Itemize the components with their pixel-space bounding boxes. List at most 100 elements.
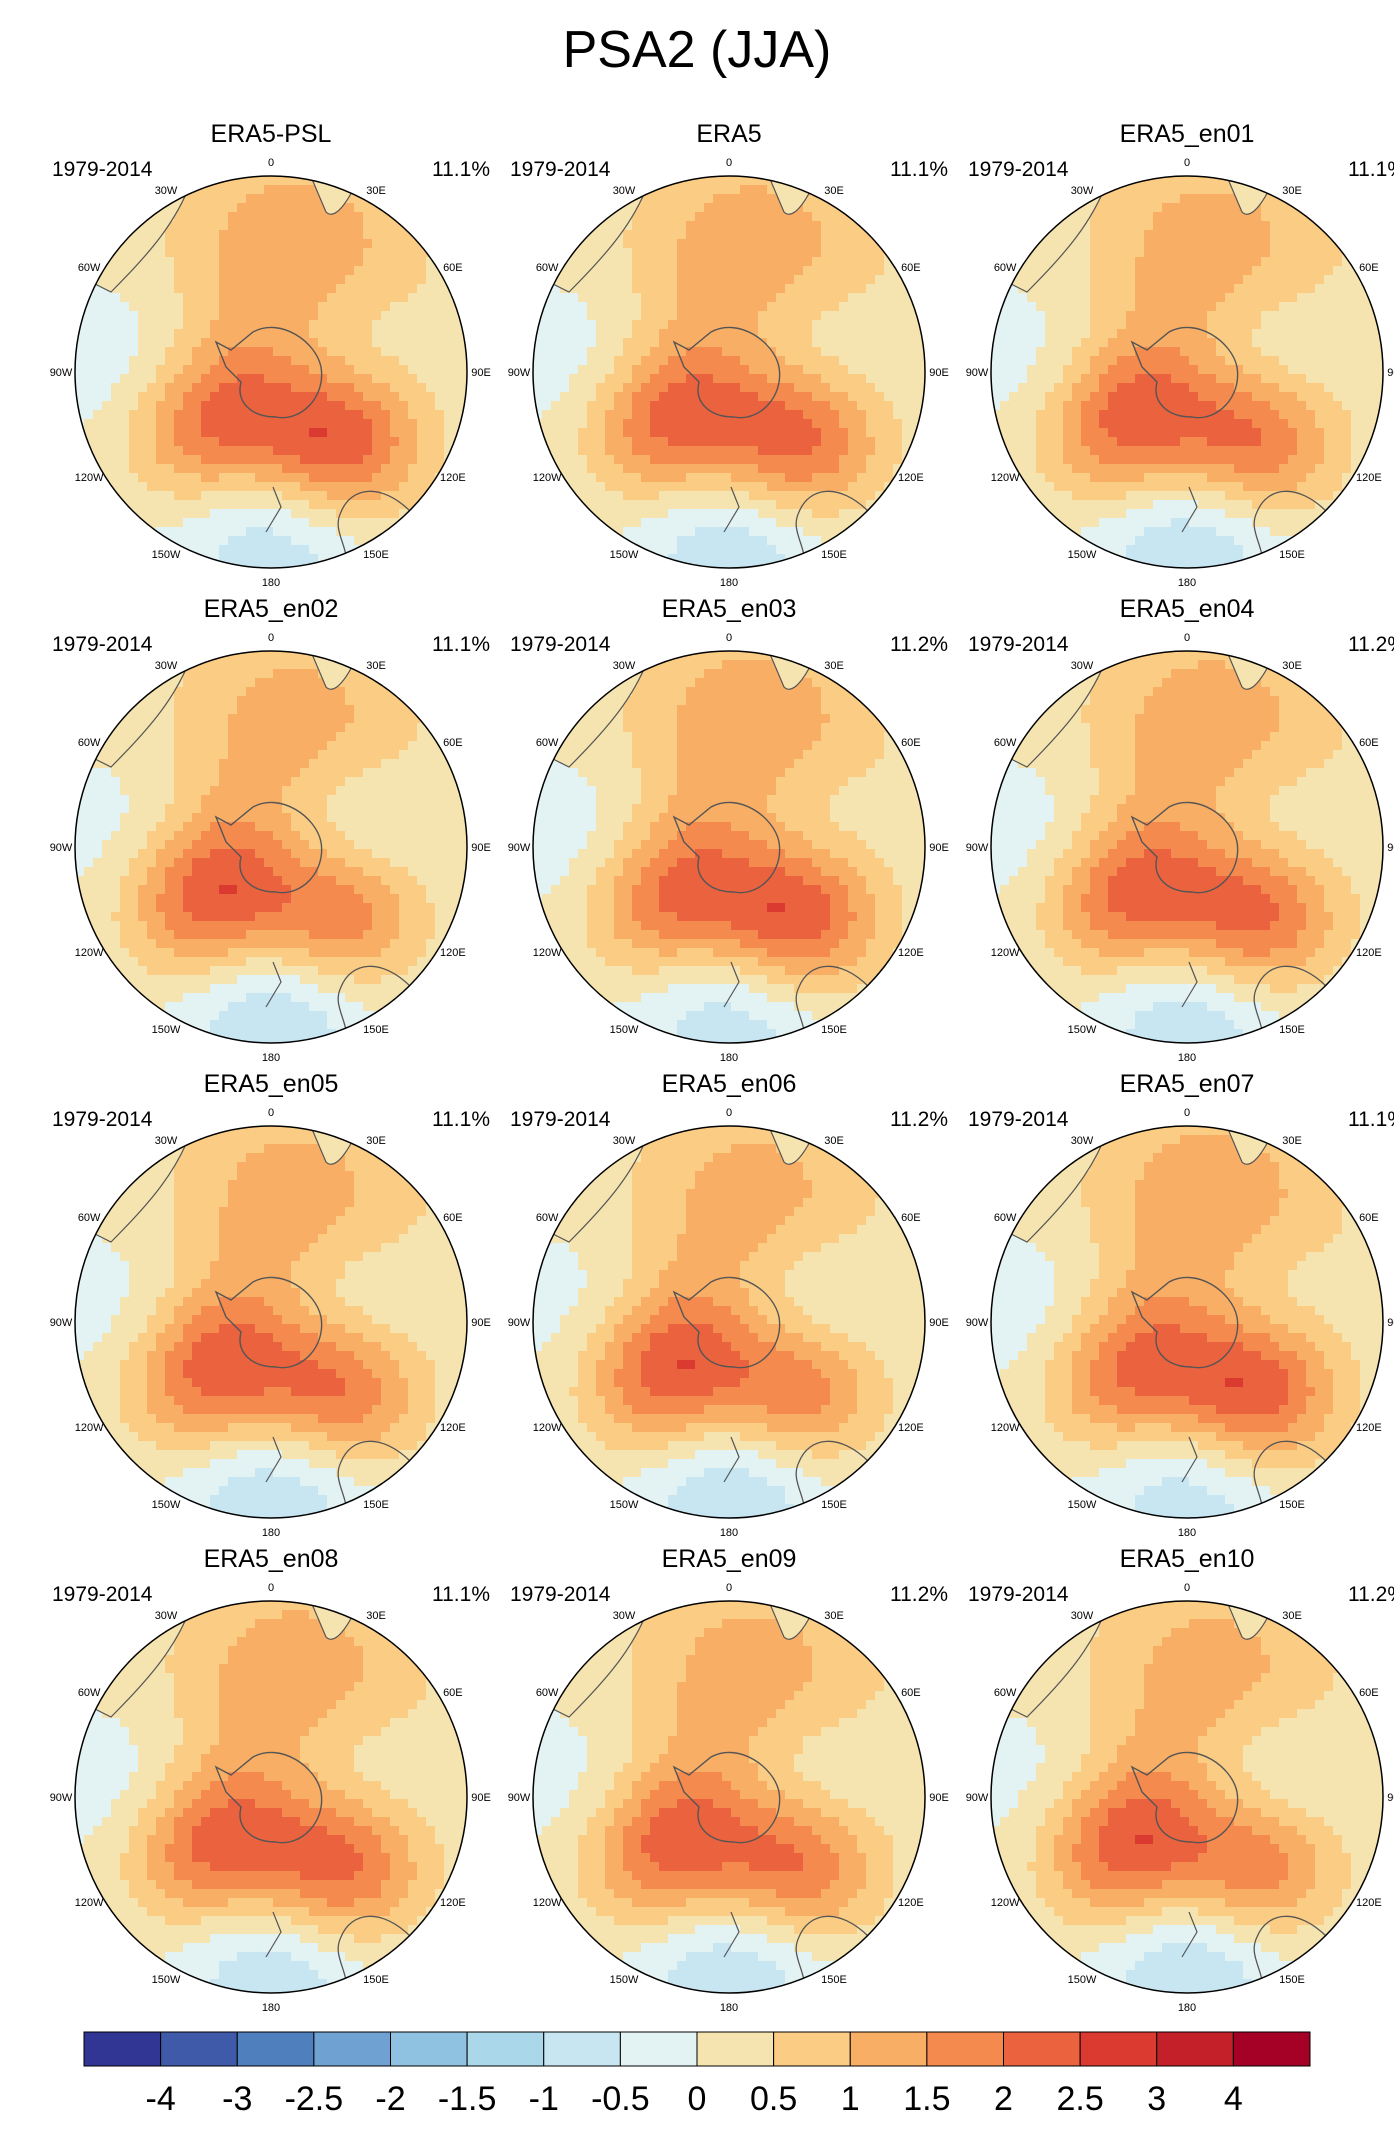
field-cell: [713, 563, 723, 568]
field-cell: [1153, 329, 1163, 339]
field-cell: [1225, 230, 1235, 240]
field-cell: [596, 491, 606, 501]
field-cell: [1252, 302, 1262, 312]
field-cell: [183, 678, 193, 688]
field-cell: [291, 212, 301, 222]
field-cell: [605, 203, 615, 213]
field-cell: [1144, 347, 1154, 357]
field-cell: [1270, 356, 1280, 366]
field-cell: [1180, 374, 1190, 384]
field-cell: [372, 356, 382, 366]
field-cell: [408, 221, 418, 231]
field-cell: [686, 527, 696, 537]
field-cell: [1171, 563, 1181, 568]
field-cell: [273, 329, 283, 339]
field-cell: [309, 374, 319, 384]
field-cell: [623, 266, 633, 276]
field-cell: [1198, 419, 1208, 429]
field-cell: [587, 284, 597, 294]
field-cell: [1009, 383, 1019, 393]
field-cell: [165, 293, 175, 303]
field-cell: [776, 221, 786, 231]
field-cell: [1297, 437, 1307, 447]
field-cell: [794, 329, 804, 339]
field-cell: [201, 509, 211, 519]
field-cell: [138, 437, 148, 447]
field-cell: [767, 320, 777, 330]
field-cell: [201, 545, 211, 555]
field-cell: [138, 419, 148, 429]
field-cell: [632, 221, 642, 231]
field-cell: [165, 482, 175, 492]
field-cell: [1000, 302, 1010, 312]
field-cell: [228, 311, 238, 321]
field-cell: [542, 356, 552, 366]
field-cell: [902, 410, 912, 420]
field-cell: [246, 275, 256, 285]
field-cell: [1135, 329, 1145, 339]
field-cell: [875, 491, 885, 501]
field-cell: [273, 347, 283, 357]
field-cell: [569, 464, 579, 474]
field-cell: [722, 194, 732, 204]
field-cell: [318, 383, 328, 393]
field-cell: [1072, 248, 1082, 258]
field-cell: [399, 428, 409, 438]
field-cell: [111, 374, 121, 384]
field-cell: [587, 491, 597, 501]
field-cell: [183, 194, 193, 204]
field-cell: [165, 518, 175, 528]
field-cell: [776, 374, 786, 384]
field-cell: [875, 293, 885, 303]
field-cell: [1171, 212, 1181, 222]
field-cell: [785, 212, 795, 222]
field-cell: [147, 437, 157, 447]
field-cell: [695, 527, 705, 537]
field-cell: [300, 678, 310, 688]
field-cell: [1270, 212, 1280, 222]
field-cell: [677, 320, 687, 330]
field-cell: [1198, 266, 1208, 276]
field-cell: [192, 545, 202, 555]
field-cell: [794, 482, 804, 492]
field-cell: [156, 365, 166, 375]
field-cell: [156, 239, 166, 249]
field-cell: [1045, 419, 1055, 429]
field-cell: [309, 410, 319, 420]
field-cell: [677, 248, 687, 258]
field-cell: [255, 554, 265, 564]
field-cell: [875, 320, 885, 330]
field-cell: [120, 329, 130, 339]
field-cell: [408, 392, 418, 402]
field-cell: [659, 248, 669, 258]
field-cell: [758, 311, 768, 321]
field-cell: [1333, 482, 1343, 492]
field-cell: [246, 455, 256, 465]
field-cell: [1135, 464, 1145, 474]
field-cell: [758, 257, 768, 267]
field-cell: [237, 401, 247, 411]
field-cell: [1198, 563, 1208, 568]
field-cell: [291, 230, 301, 240]
field-cell: [1279, 293, 1289, 303]
field-cell: [300, 239, 310, 249]
field-cell: [1198, 275, 1208, 285]
field-cell: [1180, 437, 1190, 447]
field-cell: [1216, 203, 1226, 213]
field-cell: [1162, 239, 1172, 249]
field-cell: [695, 266, 705, 276]
field-cell: [695, 320, 705, 330]
field-cell: [866, 356, 876, 366]
field-cell: [641, 464, 651, 474]
field-cell: [650, 293, 660, 303]
field-cell: [767, 212, 777, 222]
field-cell: [686, 275, 696, 285]
field-cell: [300, 221, 310, 231]
field-cell: [1315, 266, 1325, 276]
field-cell: [830, 293, 840, 303]
field-cell: [668, 374, 678, 384]
field-cell: [1108, 455, 1118, 465]
field-cell: [695, 383, 705, 393]
field-cell: [569, 410, 579, 420]
field-cell: [1234, 203, 1244, 213]
